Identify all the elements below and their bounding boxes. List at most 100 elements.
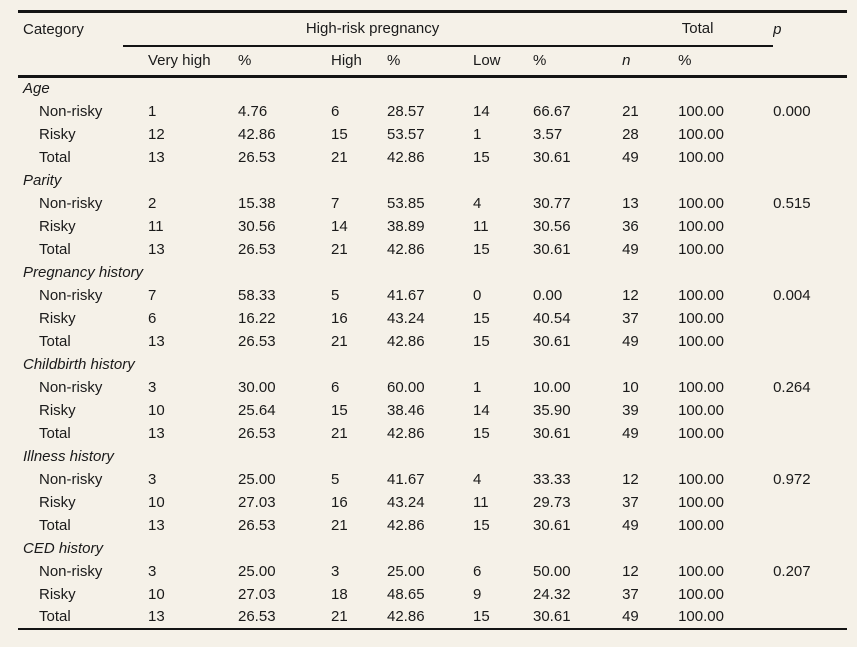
subheader-pct-1: % [238, 52, 252, 70]
cell-value: 100.00 [678, 424, 724, 442]
cell-p-value: 0.000 [773, 102, 811, 120]
cell-value: 9 [473, 585, 482, 603]
subheader-low: Low [473, 52, 501, 70]
cell-value: 26.53 [238, 148, 276, 166]
cell-value: 100.00 [678, 608, 724, 625]
cell-value: 25.00 [238, 470, 276, 488]
cell-value: 100.00 [678, 240, 724, 258]
cell-value: 3 [148, 378, 157, 396]
section-label: Age [23, 80, 50, 98]
cell-value: 100.00 [678, 194, 724, 212]
cell-value: 30.61 [533, 240, 571, 258]
row-label: Total [39, 424, 71, 442]
cell-value: 30.56 [238, 217, 276, 235]
row-label: Total [39, 240, 71, 258]
cell-value: 27.03 [238, 493, 276, 511]
cell-value: 37 [622, 309, 639, 327]
cell-value: 100.00 [678, 217, 724, 235]
cell-value: 1 [473, 378, 482, 396]
cell-value: 100.00 [678, 470, 724, 488]
empty-header-cell [18, 46, 123, 77]
cell-value: 3.57 [533, 125, 563, 143]
category-header: Category [23, 20, 84, 38]
section-row: Age [18, 77, 847, 100]
cell-value: 42.86 [387, 516, 425, 534]
cell-p-value: 0.972 [773, 470, 811, 488]
row-label: Total [39, 608, 71, 625]
cell-value: 6 [331, 378, 340, 396]
cell-p-value [773, 606, 847, 629]
cell-value: 43.24 [387, 493, 425, 511]
cell-value: 21 [331, 516, 348, 534]
cell-value: 13 [148, 424, 165, 442]
row-label: Risky [39, 401, 76, 419]
cell-value: 53.57 [387, 125, 425, 143]
table-row: Risky 10 27.03 18 48.65 9 24.32 37 100.00 [18, 583, 847, 606]
cell-p-value: 0.207 [773, 562, 811, 580]
cell-value: 39 [622, 401, 639, 419]
cell-value: 49 [622, 424, 639, 442]
header-group-row: Category High-risk pregnancy Total p [18, 11, 847, 47]
cell-value: 35.90 [533, 401, 571, 419]
cell-value: 6 [331, 102, 340, 120]
cell-value: 66.67 [533, 102, 571, 120]
subheader-pct-3: % [533, 52, 547, 70]
cell-value: 21 [331, 424, 348, 442]
cell-value: 14 [473, 102, 490, 120]
cell-value: 15 [473, 608, 490, 625]
table-row: Non-risky 3 25.00 5 41.67 4 33.33 12 100.00 0.972 [18, 468, 847, 491]
cell-value: 30.61 [533, 516, 571, 534]
cell-value: 13 [148, 148, 165, 166]
cell-value: 15 [473, 424, 490, 442]
cell-value: 15 [473, 516, 490, 534]
cell-value: 11 [473, 217, 489, 235]
cell-value: 49 [622, 148, 639, 166]
cell-value: 10 [622, 378, 639, 396]
cell-value: 30.00 [238, 378, 276, 396]
row-label: Total [39, 516, 71, 534]
cell-value: 42.86 [238, 125, 276, 143]
cell-value: 49 [622, 240, 639, 258]
row-label: Risky [39, 125, 76, 143]
table-row: Total 13 26.53 21 42.86 15 30.61 49 100.00 [18, 330, 847, 353]
cell-value: 3 [331, 562, 340, 580]
cell-value: 4 [473, 470, 482, 488]
table-row: Total 13 26.53 21 42.86 15 30.61 49 100.00 [18, 514, 847, 537]
cell-value: 13 [148, 608, 165, 625]
cell-value: 26.53 [238, 240, 276, 258]
subheader-high: High [331, 52, 362, 70]
cell-value: 27.03 [238, 585, 276, 603]
cell-value: 6 [148, 309, 157, 327]
cell-p-value [773, 583, 847, 606]
section-label: CED history [23, 539, 104, 557]
cell-value: 3 [148, 470, 157, 488]
cell-value: 18 [331, 585, 348, 603]
cell-p-value [773, 422, 847, 445]
cell-value: 16 [331, 309, 348, 327]
cell-value: 30.61 [533, 148, 571, 166]
cell-value: 5 [331, 286, 340, 304]
row-label: Total [39, 332, 71, 350]
section-row: Illness history [18, 445, 847, 468]
cell-value: 4.76 [238, 102, 268, 120]
cell-value: 100.00 [678, 562, 724, 580]
cell-value: 12 [148, 125, 165, 143]
cell-value: 42.86 [387, 332, 425, 350]
row-label: Non-risky [39, 378, 103, 396]
cell-value: 21 [622, 102, 639, 120]
cell-value: 15.38 [238, 194, 276, 212]
cell-value: 6 [473, 562, 482, 580]
cell-p-value: 0.264 [773, 378, 811, 396]
section-label: Childbirth history [23, 355, 135, 373]
cell-value: 11 [473, 493, 489, 511]
cell-value: 14 [473, 401, 490, 419]
cell-value: 10 [148, 401, 165, 419]
cell-value: 21 [331, 148, 348, 166]
cell-value: 100.00 [678, 309, 724, 327]
cell-p-value [773, 514, 847, 537]
statistics-table: Category High-risk pregnancy Total p Ver… [18, 10, 848, 630]
table-row: Total 13 26.53 21 42.86 15 30.61 49 100.00 [18, 422, 847, 445]
table-row: Total 13 26.53 21 42.86 15 30.61 49 100.00 [18, 238, 847, 261]
cell-value: 0 [473, 286, 482, 304]
cell-value: 1 [148, 102, 157, 120]
